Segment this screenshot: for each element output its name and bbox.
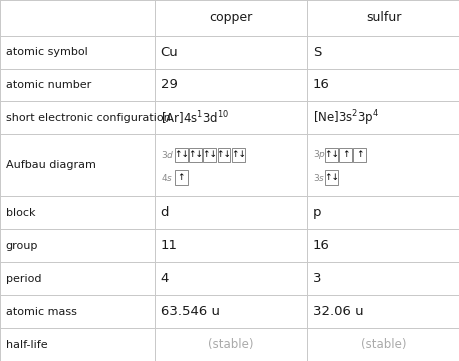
Text: ↑↓: ↑↓ [188,150,202,159]
Text: (stable): (stable) [208,338,253,351]
Text: S: S [312,45,320,58]
Text: 4: 4 [160,272,168,285]
Text: 29: 29 [160,78,177,91]
Bar [324,148,337,162]
Text: half-life: half-life [6,339,47,349]
Text: 32.06 u: 32.06 u [312,305,363,318]
Text: $3p$: $3p$ [313,148,325,161]
Text: ↑↓: ↑↓ [323,150,338,159]
Text: 16: 16 [312,239,329,252]
Text: block: block [6,208,35,218]
Bar [217,148,230,162]
Text: atomic symbol: atomic symbol [6,47,87,57]
Text: ↑↓: ↑↓ [323,173,338,182]
Bar [203,148,216,162]
Text: period: period [6,274,41,283]
Text: $4s$: $4s$ [161,172,173,183]
Text: $\rm [Ne]3s^23p^4$: $\rm [Ne]3s^23p^4$ [312,108,378,128]
Text: $3s$: $3s$ [313,172,325,183]
Bar [174,170,187,185]
Text: 3: 3 [312,272,320,285]
Text: d: d [160,206,168,219]
Text: ↑: ↑ [177,173,185,182]
Text: $\rm [Ar]4s^13d^{10}$: $\rm [Ar]4s^13d^{10}$ [160,109,228,127]
Text: sulfur: sulfur [365,11,400,24]
Text: short electronic configuration: short electronic configuration [6,113,170,123]
Text: atomic number: atomic number [6,80,90,90]
Text: group: group [6,240,38,251]
Text: ↑↓: ↑↓ [174,150,188,159]
Text: ↑: ↑ [355,150,363,159]
Bar [231,148,244,162]
Text: copper: copper [209,11,252,24]
Text: ↑↓: ↑↓ [202,150,217,159]
Text: $3d$: $3d$ [161,149,174,160]
Text: Aufbau diagram: Aufbau diagram [6,160,95,170]
Text: 63.546 u: 63.546 u [160,305,219,318]
Bar [353,148,365,162]
Text: p: p [312,206,320,219]
Text: (stable): (stable) [360,338,405,351]
Text: ↑: ↑ [341,150,348,159]
Text: 16: 16 [312,78,329,91]
Text: ↑↓: ↑↓ [230,150,245,159]
Text: Cu: Cu [160,45,178,58]
Bar [174,148,187,162]
Text: 11: 11 [160,239,177,252]
Bar [338,148,351,162]
Bar [324,170,337,185]
Text: atomic mass: atomic mass [6,306,76,317]
Text: ↑↓: ↑↓ [216,150,231,159]
Bar [189,148,202,162]
